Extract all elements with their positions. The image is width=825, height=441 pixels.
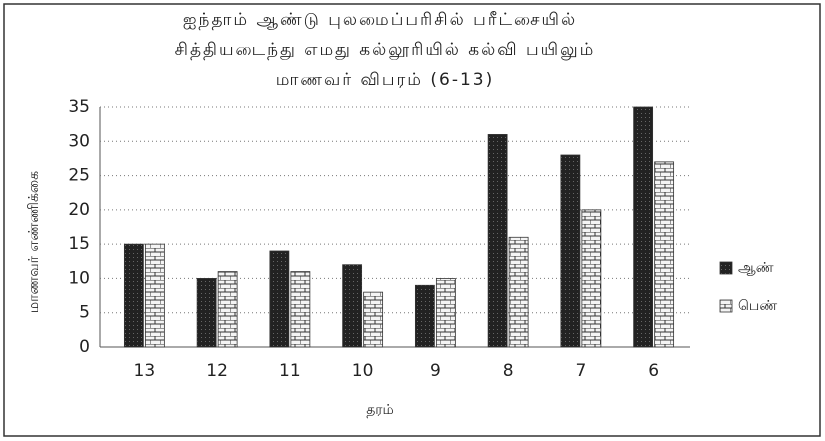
bar	[342, 264, 363, 348]
bar	[508, 236, 529, 348]
x-tick-label: 8	[503, 361, 514, 381]
y-axis-label: மாணவர் எண்ணிக்கை	[26, 171, 42, 313]
bar	[581, 209, 602, 348]
legend-swatch	[719, 261, 733, 275]
frame	[3, 3, 821, 437]
legend-label: பெண்	[738, 298, 777, 314]
y-tick-label: 5	[79, 303, 90, 323]
y-tick-label: 20	[68, 200, 90, 220]
x-tick-label: 10	[352, 361, 374, 381]
bar	[196, 278, 217, 348]
bar	[560, 154, 581, 348]
x-tick-label: 12	[206, 361, 228, 381]
legend-label: ஆண்	[738, 260, 774, 276]
legend-swatch	[719, 299, 733, 313]
bar	[363, 291, 384, 348]
x-tick-label: 9	[430, 361, 441, 381]
x-tick-label: 7	[575, 361, 586, 381]
bar	[144, 243, 165, 348]
y-tick-label: 30	[68, 131, 90, 151]
bar	[435, 278, 456, 348]
y-tick-label: 35	[68, 97, 90, 117]
bar	[269, 250, 290, 348]
bar	[123, 243, 144, 348]
bar	[633, 106, 654, 348]
x-tick-label: 13	[134, 361, 156, 381]
y-tick-label: 15	[68, 234, 90, 254]
bar	[487, 134, 508, 348]
y-tick-label: 10	[68, 268, 90, 288]
x-tick-label: 11	[279, 361, 301, 381]
x-axis-label: தரம்	[366, 402, 394, 418]
y-tick-label: 0	[79, 337, 90, 357]
bar	[654, 161, 675, 348]
y-tick-label: 25	[68, 166, 90, 186]
bar	[217, 271, 238, 348]
chart-title: சித்தியடைந்து எமது கல்லூரியில் கல்வி பயி…	[175, 40, 596, 60]
bar	[414, 284, 435, 348]
bar	[290, 271, 311, 348]
chart-title: ஐந்தாம் ஆண்டு புலமைப்பரிசில் பரீட்சையில்	[183, 10, 577, 30]
chart-title: மாணவர் விபரம் (6-13)	[276, 70, 494, 90]
x-tick-label: 6	[648, 361, 659, 381]
